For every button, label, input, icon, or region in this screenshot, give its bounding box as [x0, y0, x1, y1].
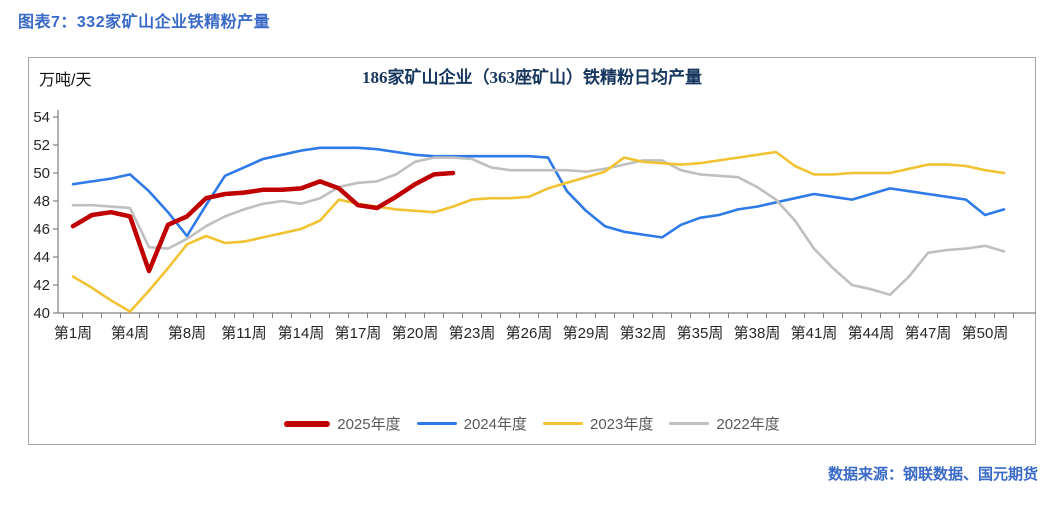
x-tick-label: 第20周 — [392, 324, 439, 342]
y-axis-unit-label: 万吨/天 — [39, 72, 92, 89]
series-line-2023年度 — [71, 150, 1006, 313]
legend-label: 2022年度 — [716, 416, 780, 433]
legend-item-2024年度: 2024年度 — [416, 413, 527, 434]
y-tick-label: 42 — [33, 277, 50, 294]
report-chart-header: 图表7：332家矿山企业铁精粉产量 — [18, 14, 271, 31]
legend-swatch-icon — [284, 420, 331, 427]
legend-label: 2024年度 — [463, 416, 527, 433]
x-tick-label: 第41周 — [791, 324, 838, 342]
x-tick-label: 第38周 — [734, 324, 781, 342]
x-tick-label: 第32周 — [620, 324, 667, 342]
legend-swatch-icon — [543, 422, 583, 425]
x-tick-label: 第35周 — [677, 324, 724, 342]
x-tick-label: 第29周 — [563, 324, 610, 342]
chart-svg: 40 42 44 46 48 50 52 54 第1周 第4周 第8周 第11周 第14周 第17周 第20… — [33, 109, 1036, 342]
y-tick-label: 52 — [33, 137, 50, 154]
x-tick-label: 第44周 — [848, 324, 895, 342]
x-tick-label: 第17周 — [335, 324, 382, 342]
x-tick-label: 第47周 — [905, 324, 952, 342]
series-line-2025年度 — [70, 170, 456, 274]
x-tick-label: 第26周 — [506, 324, 553, 342]
y-tick-label: 50 — [33, 165, 50, 182]
legend-item-2025年度: 2025年度 — [284, 413, 401, 434]
x-tick-label: 第1周 — [54, 324, 92, 342]
x-tick-label: 第14周 — [278, 324, 325, 342]
legend-item-2023年度: 2023年度 — [543, 413, 653, 434]
chart-title: 186家矿山企业（363座矿山）铁精粉日均产量 — [362, 68, 702, 87]
series-line-2024年度 — [71, 146, 1006, 239]
data-source-note: 数据来源：钢联数据、国元期货 — [827, 466, 1038, 483]
legend-label: 2023年度 — [590, 416, 654, 433]
legend-label: 2025年度 — [337, 416, 401, 433]
y-tick-label: 40 — [33, 305, 50, 322]
x-tick-label: 第11周 — [221, 324, 267, 342]
y-tick-label: 44 — [33, 249, 50, 266]
y-tick-label: 46 — [33, 221, 50, 238]
x-tick-label: 第50周 — [962, 324, 1009, 342]
y-tick-label: 54 — [33, 109, 50, 126]
x-tick-label: 第23周 — [449, 324, 496, 342]
legend-swatch-icon — [669, 422, 710, 425]
legend-item-2022年度: 2022年度 — [669, 413, 780, 434]
y-tick-label: 48 — [33, 193, 50, 210]
chart-legend: 2025年度 2024年度 2023年度 2022年度 — [29, 413, 1035, 434]
x-tick-label: 第4周 — [111, 324, 149, 342]
chart-container: 万吨/天 186家矿山企业（363座矿山）铁精粉日均产量 40 42 44 46 48 5… — [28, 57, 1036, 445]
x-tick-label: 第8周 — [168, 324, 206, 342]
legend-swatch-icon — [416, 422, 457, 425]
series-line-2022年度 — [71, 156, 1006, 297]
